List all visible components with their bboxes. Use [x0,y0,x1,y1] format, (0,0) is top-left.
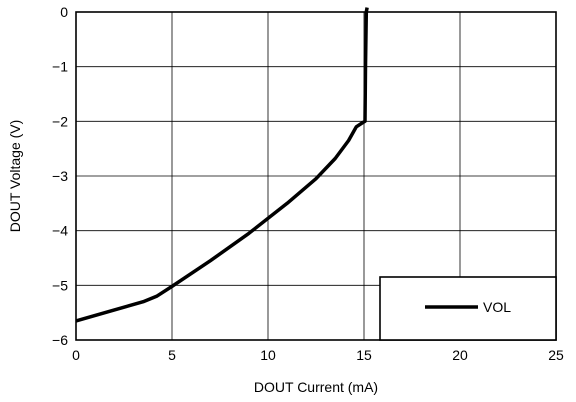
x-axis-label: DOUT Current (mA) [254,379,378,395]
x-tick-label: 5 [168,347,176,363]
x-tick-label: 20 [452,347,468,363]
y-tick-label: −3 [52,168,68,184]
y-tick-label: −5 [52,277,68,293]
x-tick-label: 10 [260,347,276,363]
x-tick-label: 15 [356,347,372,363]
y-tick-label: −4 [52,223,68,239]
plot-frame [75,11,557,341]
series-line-vol [75,7,369,323]
x-tick-label: 25 [548,347,564,363]
y-tick-label: −1 [52,59,68,75]
x-tick-labels: 0 5 10 15 20 25 [72,347,564,363]
x-tick-label: 0 [72,347,80,363]
y-tick-labels: 0 −1 −2 −3 −4 −5 −6 [52,4,68,348]
y-tick-label: 0 [60,4,68,20]
y-axis-label: DOUT Voltage (V) [7,120,23,233]
y-tick-label: −2 [52,113,68,129]
series-group [75,7,369,323]
y-tick-label: −6 [52,332,68,348]
legend-label-vol: VOL [483,299,511,315]
legend: VOL [379,276,557,341]
